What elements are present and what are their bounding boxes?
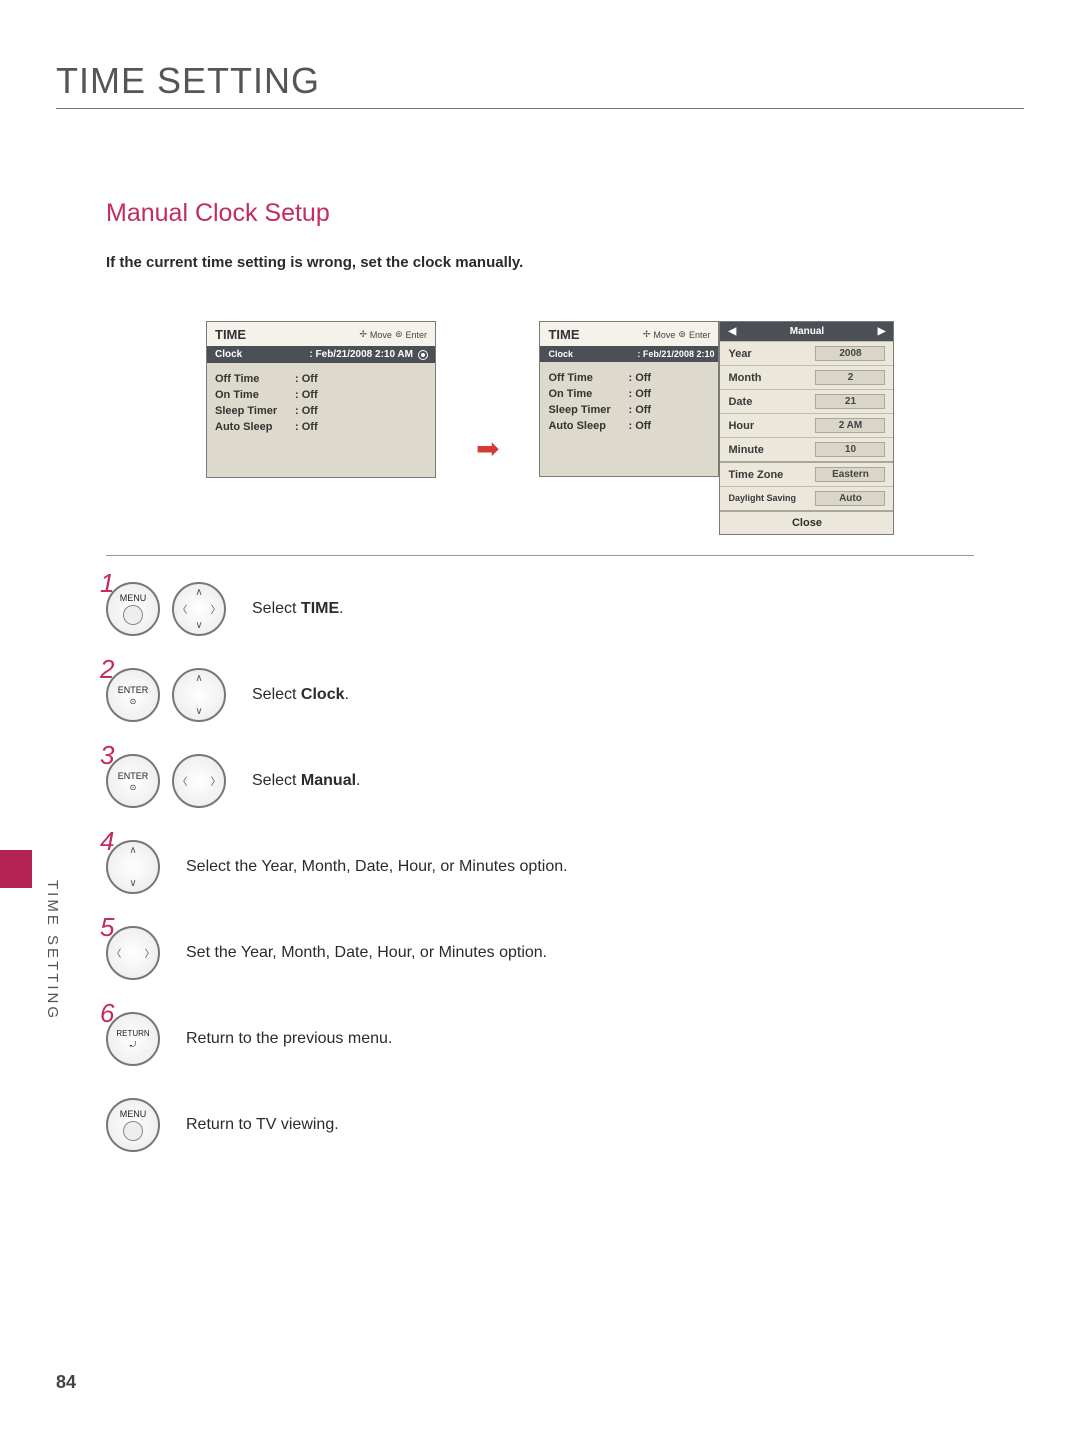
menu-row[interactable]: Off Time: Off — [548, 372, 710, 384]
button-label: ENTER — [118, 771, 149, 781]
enter-dot-icon: ⊙ — [130, 783, 137, 792]
section-rule — [106, 555, 974, 556]
triangle-right-icon[interactable]: ▶ — [878, 326, 886, 337]
dpad-icon: ✢ — [643, 329, 651, 340]
intro-text: If the current time setting is wrong, se… — [106, 254, 1024, 271]
step-3: 3 ENTER ⊙ 〈〉 Select Manual. — [106, 754, 1024, 808]
menu-header: TIME ✢ Move ⊚ Enter — [207, 322, 435, 346]
step-7: MENU Return to TV viewing. — [106, 1098, 1024, 1152]
dpad-updown-icon: ∧ ∨ — [172, 668, 226, 722]
menu-row[interactable]: Off Time: Off — [215, 373, 427, 385]
sel-val: : Feb/21/2008 2:10 AM — [309, 349, 413, 360]
panel-row[interactable]: Minute10 — [720, 437, 893, 461]
step-number: 5 — [100, 912, 114, 943]
sel-val: : Feb/21/2008 2:10 — [637, 349, 714, 359]
button-label: MENU — [120, 1109, 147, 1119]
page: TIME SETTING TIME SETTING Manual Clock S… — [0, 0, 1080, 1439]
hint-move: Move — [653, 330, 675, 340]
menu-title: TIME — [215, 327, 246, 342]
step-text: Set the Year, Month, Date, Hour, or Minu… — [186, 941, 547, 964]
sel-key: Clock — [548, 349, 573, 359]
triangle-left-icon[interactable]: ◀ — [728, 326, 736, 337]
panel-row[interactable]: Daylight SavingAuto — [720, 486, 893, 510]
button-inner-circle — [123, 1121, 143, 1141]
side-tab-label: TIME SETTING — [44, 880, 61, 1021]
sel-key: Clock — [215, 349, 242, 360]
menu-button-icon: MENU — [106, 1098, 160, 1152]
menu-row[interactable]: Auto Sleep: Off — [548, 420, 710, 432]
menu-title: TIME — [548, 327, 579, 342]
dpad-icon: ∧ 〈〉 ∨ — [172, 582, 226, 636]
steps: 1 MENU ∧ 〈〉 ∨ Select TIME. 2 ENTER ⊙ ∧ — [106, 582, 1024, 1152]
section-title: Manual Clock Setup — [106, 199, 1024, 228]
button-label: ENTER — [118, 685, 149, 695]
step-text: Return to the previous menu. — [186, 1030, 392, 1048]
panel-row[interactable]: Hour2 AM — [720, 413, 893, 437]
step-text: Select Clock. — [252, 686, 349, 704]
return-button-icon: RETURN ⤾ — [106, 1012, 160, 1066]
menu-hints: ✢ Move ⊚ Enter — [359, 329, 427, 340]
step-text: Select the Year, Month, Date, Hour, or M… — [186, 855, 568, 878]
step-text: Return to TV viewing. — [186, 1116, 339, 1134]
time-menu-right: TIME ✢ Move ⊚ Enter Clock : Feb/21/2008 … — [539, 321, 719, 477]
close-button[interactable]: Close — [720, 510, 893, 534]
button-label: RETURN — [116, 1029, 149, 1038]
arrow-right-icon: ➡ — [476, 432, 499, 465]
panel-row[interactable]: Month2 — [720, 365, 893, 389]
page-title: TIME SETTING — [56, 60, 1024, 102]
panel-head-label: Manual — [790, 326, 824, 337]
panel-row[interactable]: Year2008 — [720, 341, 893, 365]
hint-move: Move — [370, 330, 392, 340]
panel-row[interactable]: Time ZoneEastern — [720, 461, 893, 486]
step-number: 4 — [100, 826, 114, 857]
time-menu-left: TIME ✢ Move ⊚ Enter Clock : Feb/21/2008 … — [206, 321, 436, 478]
panel-header[interactable]: ◀ Manual ▶ — [720, 322, 893, 341]
selected-row[interactable]: Clock : Feb/21/2008 2:10 — [540, 346, 718, 362]
enter-dot-icon: ⊙ — [130, 697, 137, 706]
menu-row[interactable]: On Time: Off — [548, 388, 710, 400]
panel-row[interactable]: Date21 — [720, 389, 893, 413]
menu-body: Off Time: Off On Time: Off Sleep Timer: … — [207, 363, 435, 477]
step-1: 1 MENU ∧ 〈〉 ∨ Select TIME. — [106, 582, 1024, 636]
return-glyph-icon: ⤾ — [130, 1040, 137, 1050]
selected-dot-icon — [419, 351, 427, 359]
screenshots-row: TIME ✢ Move ⊚ Enter Clock : Feb/21/2008 … — [206, 321, 1024, 535]
enter-button-icon: ENTER ⊙ — [106, 668, 160, 722]
menu-hints: ✢ Move ⊚ Enter — [643, 329, 711, 340]
step-6: 6 RETURN ⤾ Return to the previous menu. — [106, 1012, 1024, 1066]
menu-header: TIME ✢ Move ⊚ Enter — [540, 322, 718, 346]
menu-row[interactable]: Sleep Timer: Off — [215, 405, 427, 417]
enter-button-icon: ENTER ⊙ — [106, 754, 160, 808]
selected-row[interactable]: Clock : Feb/21/2008 2:10 AM — [207, 346, 435, 363]
right-group: TIME ✢ Move ⊚ Enter Clock : Feb/21/2008 … — [539, 321, 894, 535]
step-4: 4 ∧ ∨ Select the Year, Month, Date, Hour… — [106, 840, 1024, 894]
menu-row[interactable]: Sleep Timer: Off — [548, 404, 710, 416]
menu-row[interactable]: Auto Sleep: Off — [215, 421, 427, 433]
step-text: Select TIME. — [252, 600, 344, 618]
menu-body: Off Time: Off On Time: Off Sleep Timer: … — [540, 362, 718, 476]
title-rule — [56, 108, 1024, 109]
hint-enter: Enter — [405, 330, 427, 340]
button-label: MENU — [120, 593, 147, 603]
hint-enter: Enter — [689, 330, 711, 340]
step-5: 5 〈〉 Set the Year, Month, Date, Hour, or… — [106, 926, 1024, 980]
step-text: Select Manual. — [252, 772, 361, 790]
dpad-leftright-icon: 〈〉 — [172, 754, 226, 808]
dpad-icon: ✢ — [359, 329, 367, 340]
enter-icon: ⊚ — [395, 329, 403, 340]
side-accent — [0, 850, 32, 888]
step-2: 2 ENTER ⊙ ∧ ∨ Select Clock. — [106, 668, 1024, 722]
page-number: 84 — [56, 1372, 76, 1393]
menu-button-icon: MENU — [106, 582, 160, 636]
button-inner-circle — [123, 605, 143, 625]
clock-panel: ◀ Manual ▶ Year2008 Month2 Date21 Hour2 … — [719, 321, 894, 535]
menu-row[interactable]: On Time: Off — [215, 389, 427, 401]
enter-icon: ⊚ — [678, 329, 686, 340]
